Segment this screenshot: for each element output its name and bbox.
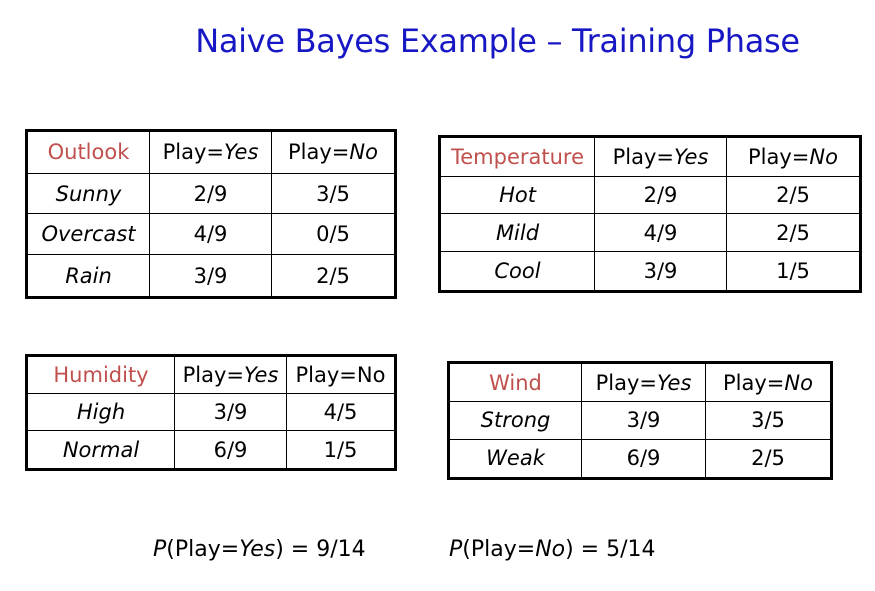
- prior-open: (Play=: [166, 537, 240, 562]
- yes-label: Yes: [224, 140, 259, 165]
- play-label: Play=: [723, 370, 785, 395]
- attribute-value: High: [26, 393, 175, 432]
- prior-no-value: ) = 5/14: [565, 537, 656, 562]
- no-label: No: [784, 370, 813, 395]
- yes-probability: 4/9: [594, 213, 727, 253]
- no-probability: 3/5: [271, 172, 396, 215]
- table-row: Strong 3/9 3/5: [448, 401, 832, 440]
- outlook-header: Outlook: [26, 130, 150, 174]
- play-label: Play=: [182, 363, 244, 388]
- page-title: Naive Bayes Example – Training Phase: [195, 22, 800, 60]
- temperature-header: Temperature: [439, 136, 595, 177]
- table-row: Mild 4/9 2/5: [439, 213, 861, 253]
- table-row: High 3/9 4/5: [26, 393, 396, 432]
- no-probability: 0/5: [271, 213, 396, 256]
- yes-label: Yes: [674, 144, 709, 169]
- prior-yes-value: ) = 9/14: [275, 537, 366, 562]
- play-no-header: Play=No: [705, 361, 832, 403]
- play-label: Play=: [748, 144, 810, 169]
- prior-p: P: [153, 537, 167, 562]
- yes-probability: 3/9: [174, 393, 287, 432]
- temperature-table: Temperature Play=Yes Play=No Hot 2/9 2/5…: [438, 135, 862, 293]
- no-probability: 2/5: [271, 254, 396, 298]
- yes-probability: 6/9: [174, 430, 287, 470]
- yes-label: Yes: [244, 363, 279, 388]
- yes-probability: 3/9: [594, 251, 727, 292]
- table-header-row: Outlook Play=Yes Play=No: [26, 130, 396, 174]
- prior-open: (Play=: [462, 537, 536, 562]
- no-probability: 1/5: [726, 251, 861, 292]
- table-row: Overcast 4/9 0/5: [26, 213, 396, 256]
- wind-header: Wind: [448, 361, 582, 403]
- play-label: Play=: [162, 140, 224, 165]
- attribute-value: Mild: [439, 213, 595, 253]
- play-yes-header: Play=Yes: [594, 136, 727, 177]
- yes-probability: 6/9: [581, 438, 706, 480]
- attribute-value: Sunny: [26, 172, 150, 215]
- prior-yes-word: Yes: [239, 537, 276, 562]
- wind-table: Wind Play=Yes Play=No Strong 3/9 3/5 Wea…: [447, 361, 833, 480]
- no-label: No: [809, 144, 838, 169]
- prior-play-yes: P(Play=Yes) = 9/14: [153, 537, 366, 562]
- humidity-header: Humidity: [26, 354, 175, 395]
- play-yes-header: Play=Yes: [149, 130, 272, 174]
- yes-probability: 2/9: [149, 172, 272, 215]
- attribute-value: Cool: [439, 251, 595, 292]
- yes-probability: 3/9: [581, 401, 706, 440]
- table-row: Normal 6/9 1/5: [26, 430, 396, 470]
- yes-probability: 4/9: [149, 213, 272, 256]
- yes-probability: 3/9: [149, 254, 272, 298]
- no-label: No: [349, 140, 378, 165]
- attribute-value: Normal: [26, 430, 175, 470]
- humidity-table: Humidity Play=Yes Play=No High 3/9 4/5 N…: [25, 354, 397, 471]
- attribute-value: Strong: [448, 401, 582, 440]
- table-row: Weak 6/9 2/5: [448, 438, 832, 480]
- yes-label: Yes: [657, 370, 692, 395]
- table-row: Hot 2/9 2/5: [439, 175, 861, 215]
- play-label: Play=: [288, 140, 350, 165]
- table-row: Cool 3/9 1/5: [439, 251, 861, 292]
- prior-no-word: No: [535, 537, 566, 562]
- attribute-value: Hot: [439, 175, 595, 215]
- play-label: Play=: [612, 144, 674, 169]
- no-probability: 3/5: [705, 401, 832, 440]
- table-header-row: Temperature Play=Yes Play=No: [439, 136, 861, 177]
- play-label: Play=: [595, 370, 657, 395]
- table-row: Sunny 2/9 3/5: [26, 172, 396, 215]
- table-header-row: Wind Play=Yes Play=No: [448, 361, 832, 403]
- no-probability: 2/5: [726, 175, 861, 215]
- no-probability: 2/5: [705, 438, 832, 480]
- play-yes-header: Play=Yes: [174, 354, 287, 395]
- attribute-value: Rain: [26, 254, 150, 298]
- attribute-value: Overcast: [26, 213, 150, 256]
- play-yes-header: Play=Yes: [581, 361, 706, 403]
- table-header-row: Humidity Play=Yes Play=No: [26, 354, 396, 395]
- yes-probability: 2/9: [594, 175, 727, 215]
- play-no-header: Play=No: [726, 136, 861, 177]
- no-probability: 4/5: [286, 393, 396, 432]
- no-probability: 1/5: [286, 430, 396, 470]
- attribute-value: Weak: [448, 438, 582, 480]
- play-no-header: Play=No: [271, 130, 396, 174]
- prior-p: P: [449, 537, 463, 562]
- prior-play-no: P(Play=No) = 5/14: [449, 537, 656, 562]
- no-probability: 2/5: [726, 213, 861, 253]
- play-no-header: Play=No: [286, 354, 396, 395]
- table-row: Rain 3/9 2/5: [26, 254, 396, 298]
- outlook-table: Outlook Play=Yes Play=No Sunny 2/9 3/5 O…: [25, 129, 397, 299]
